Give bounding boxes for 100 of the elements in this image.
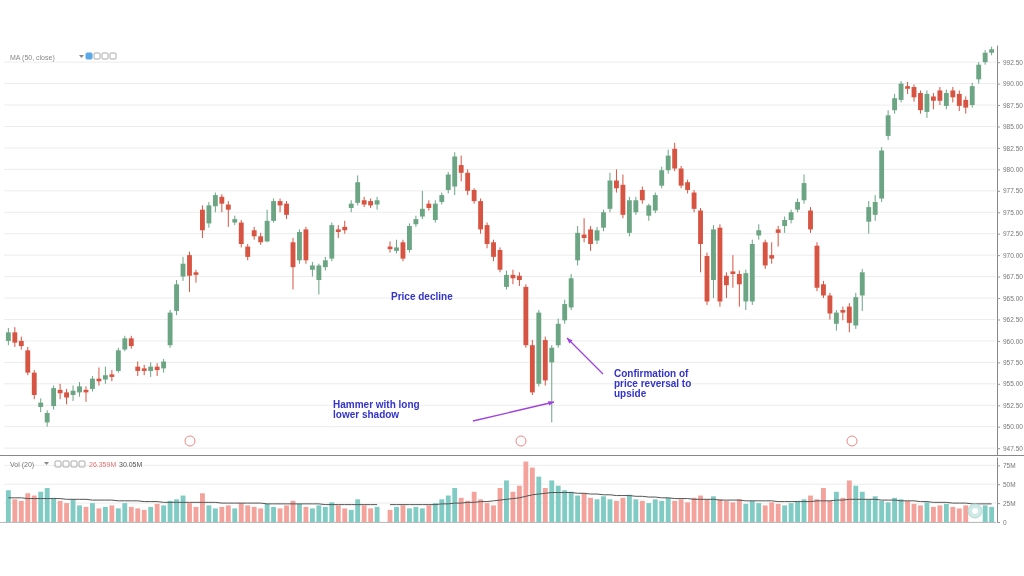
candlestick xyxy=(432,199,438,224)
candlestick xyxy=(25,346,31,376)
candlestick xyxy=(885,109,891,141)
candlestick xyxy=(730,254,736,289)
bar xyxy=(698,495,703,522)
candlestick xyxy=(212,192,218,213)
bar xyxy=(419,508,425,522)
candlestick xyxy=(187,251,192,293)
candlestick xyxy=(200,204,205,239)
bar xyxy=(77,505,82,522)
candlestick xyxy=(115,347,121,374)
bar xyxy=(918,505,923,522)
candlestick xyxy=(206,201,212,229)
bar xyxy=(394,506,399,522)
candlestick xyxy=(225,200,231,228)
bar xyxy=(141,509,147,522)
bar xyxy=(808,495,813,522)
bar xyxy=(711,496,716,522)
bar xyxy=(297,503,302,522)
bar xyxy=(672,500,678,522)
bar xyxy=(212,508,218,522)
candlestick xyxy=(238,219,244,248)
candlestick xyxy=(284,200,289,220)
bar xyxy=(284,505,289,522)
bar xyxy=(639,500,645,522)
candlestick xyxy=(918,89,923,115)
candlestick xyxy=(504,270,509,290)
candlestick xyxy=(549,344,555,423)
bar xyxy=(950,506,956,522)
bar xyxy=(374,506,380,522)
bar xyxy=(504,480,509,522)
candlestick xyxy=(51,385,57,411)
candlestick xyxy=(355,174,361,206)
bar xyxy=(846,480,852,522)
candlestick xyxy=(219,193,225,213)
candlestick xyxy=(12,326,18,348)
bar xyxy=(161,505,167,522)
bar xyxy=(646,503,652,522)
candlestick xyxy=(555,318,561,349)
candlestick xyxy=(601,209,606,232)
candlestick xyxy=(859,268,865,312)
candlestick xyxy=(672,142,678,172)
bar xyxy=(542,487,548,522)
candlestick xyxy=(943,89,949,110)
bar xyxy=(736,499,742,522)
candlestick xyxy=(736,270,742,308)
candlestick xyxy=(833,309,839,332)
candlestick xyxy=(866,200,872,235)
candlestick xyxy=(976,61,982,85)
bar xyxy=(853,485,859,522)
candlestick xyxy=(109,369,115,382)
candlestick xyxy=(659,166,665,189)
bar xyxy=(187,503,192,522)
candlestick xyxy=(458,155,464,182)
candlestick xyxy=(827,292,833,320)
annotation: Price decline xyxy=(391,291,454,302)
bar xyxy=(102,506,108,522)
annotation: Hammer with long lower shadow xyxy=(333,399,420,420)
bar xyxy=(31,495,37,522)
bar xyxy=(840,497,846,522)
bar xyxy=(426,505,432,522)
bar xyxy=(154,503,160,522)
candlestick xyxy=(413,215,419,228)
bar xyxy=(491,505,496,522)
bar xyxy=(665,497,671,522)
candlestick xyxy=(723,271,729,299)
bar xyxy=(206,505,212,522)
bar xyxy=(148,506,154,522)
bar xyxy=(943,503,949,522)
candlestick xyxy=(491,239,496,262)
bar xyxy=(90,503,95,522)
candlestick xyxy=(264,209,270,243)
bar xyxy=(743,503,749,522)
candlestick xyxy=(969,82,975,109)
bar xyxy=(109,505,115,522)
candlestick xyxy=(872,194,878,222)
bar xyxy=(12,499,18,522)
bar xyxy=(549,480,555,522)
bar xyxy=(225,505,231,522)
candlestick xyxy=(846,302,852,333)
bar xyxy=(775,503,781,522)
candlestick xyxy=(892,93,898,115)
candlestick xyxy=(193,269,199,284)
bar xyxy=(782,505,788,522)
bar xyxy=(200,493,205,522)
candlestick xyxy=(775,225,781,248)
bar xyxy=(536,476,542,522)
candlestick xyxy=(665,149,671,175)
bar xyxy=(5,490,11,522)
candlestick xyxy=(271,198,277,224)
candlestick xyxy=(652,192,658,214)
bar xyxy=(38,491,44,522)
candlestick xyxy=(374,196,380,211)
candlestick xyxy=(465,168,471,196)
candlestick xyxy=(562,299,568,325)
bar xyxy=(219,506,225,522)
bar xyxy=(905,500,910,522)
bar xyxy=(833,491,839,522)
bar xyxy=(529,467,535,522)
candlestick xyxy=(419,190,425,220)
